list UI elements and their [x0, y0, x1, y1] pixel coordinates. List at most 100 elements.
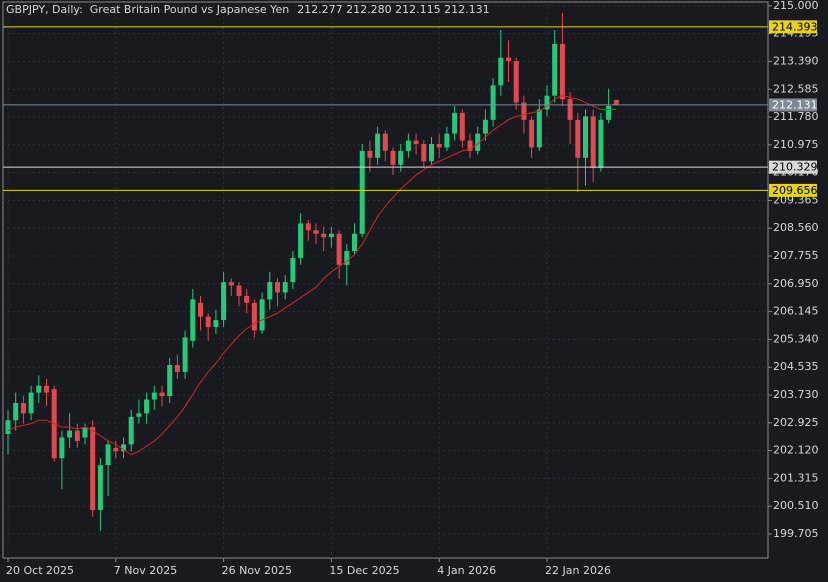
candle-body	[436, 143, 442, 148]
candle-body	[13, 402, 19, 421]
candle-body	[228, 282, 234, 286]
candle-body	[482, 119, 488, 134]
candle-body	[375, 133, 381, 158]
candle-body	[513, 61, 519, 103]
price-level-label: 209.656	[772, 184, 818, 197]
x-tick-label: 26 Nov 2025	[222, 564, 292, 577]
candle-body	[82, 427, 88, 438]
candle-body	[429, 143, 434, 162]
y-tick-label: 202.120	[773, 444, 819, 457]
y-tick-label: 210.975	[773, 138, 819, 151]
candle-body	[467, 140, 473, 151]
candle-body	[174, 364, 180, 372]
candle-body	[305, 223, 311, 231]
candle-body	[282, 282, 288, 293]
candle-body	[559, 43, 565, 100]
y-tick-label: 215.000	[773, 0, 819, 12]
candle-body	[36, 385, 42, 393]
candle-body	[352, 233, 357, 252]
candle-body	[590, 116, 596, 169]
candle-body	[490, 85, 496, 120]
y-tick-label: 207.755	[773, 249, 819, 262]
candle-body	[74, 430, 80, 441]
candle-body	[405, 140, 411, 151]
x-tick-label: 7 Nov 2025	[114, 564, 177, 577]
price-level-label: 212.131	[772, 98, 818, 111]
candle-body	[552, 43, 558, 96]
candle-body	[159, 392, 165, 397]
candle-body	[105, 444, 111, 466]
candle-body	[567, 99, 573, 120]
candle-body	[5, 420, 11, 435]
candle-body	[575, 119, 581, 158]
y-tick-label: 201.315	[773, 471, 819, 484]
candle-body	[498, 57, 504, 86]
y-tick-label: 200.510	[773, 499, 819, 512]
candle-body	[613, 99, 619, 105]
candle-body	[236, 285, 242, 296]
plot-frame	[2, 1, 769, 559]
candle-body	[20, 402, 26, 414]
candle-body	[267, 282, 273, 300]
y-tick-label: 204.535	[773, 360, 819, 373]
x-tick-label: 20 Oct 2025	[6, 564, 74, 577]
price-level-box	[769, 98, 817, 112]
candle-body	[382, 133, 388, 151]
candle-body	[359, 150, 365, 234]
price-level-box	[769, 20, 817, 34]
candle-body	[213, 320, 219, 327]
candle-body	[444, 133, 450, 148]
candle-body	[398, 150, 404, 165]
candle-body	[205, 316, 211, 327]
candle-body	[298, 223, 304, 258]
candle-body	[182, 337, 188, 372]
candle-body	[606, 106, 612, 120]
candle-body	[251, 302, 257, 331]
candle-body	[259, 299, 265, 331]
candle-body	[452, 112, 458, 134]
candle-body	[97, 465, 103, 511]
price-level-box	[769, 183, 817, 197]
y-tick-label: 205.340	[773, 332, 819, 345]
candle-body	[521, 102, 527, 120]
y-tick-label: 202.925	[773, 416, 819, 429]
candle-body	[544, 95, 550, 110]
candle-body	[475, 133, 481, 151]
candle-body	[167, 364, 173, 397]
candle-body	[583, 116, 588, 158]
candle-body	[28, 392, 34, 414]
candle-body	[128, 416, 134, 445]
candle-body	[144, 399, 150, 414]
y-tick-label: 213.390	[773, 54, 819, 67]
candle-body	[90, 427, 96, 511]
candle-body	[244, 295, 250, 303]
y-tick-label: 211.780	[773, 110, 819, 123]
price-level-label: 214.393	[772, 20, 818, 33]
candle-body	[113, 447, 119, 452]
y-tick-label: 199.705	[773, 527, 819, 540]
moving-average	[7, 95, 617, 456]
x-tick-label: 22 Jan 2026	[545, 564, 611, 577]
candle-body	[44, 385, 49, 393]
y-tick-label: 203.730	[773, 388, 819, 401]
candle-body	[344, 251, 350, 265]
price-level-box	[769, 160, 817, 174]
candle-body	[598, 119, 604, 169]
price-level-label: 210.329	[772, 161, 818, 174]
candle-body	[151, 392, 157, 400]
y-tick-label: 206.950	[773, 277, 819, 290]
candle-body	[313, 230, 319, 234]
candle-body	[413, 140, 419, 144]
candle-body	[67, 430, 73, 438]
candle-body	[506, 57, 511, 62]
chart-info: 212.277 212.280 212.115 212.131	[297, 3, 489, 16]
chart-title: GBPJPY, Daily: Great Britain Pound vs Ja…	[6, 3, 289, 16]
candle-body	[321, 233, 327, 238]
candle-body	[198, 302, 203, 317]
candle-body	[290, 257, 296, 283]
candle-body	[190, 299, 196, 341]
candle-body	[421, 143, 427, 162]
y-tick-label: 206.145	[773, 305, 819, 318]
